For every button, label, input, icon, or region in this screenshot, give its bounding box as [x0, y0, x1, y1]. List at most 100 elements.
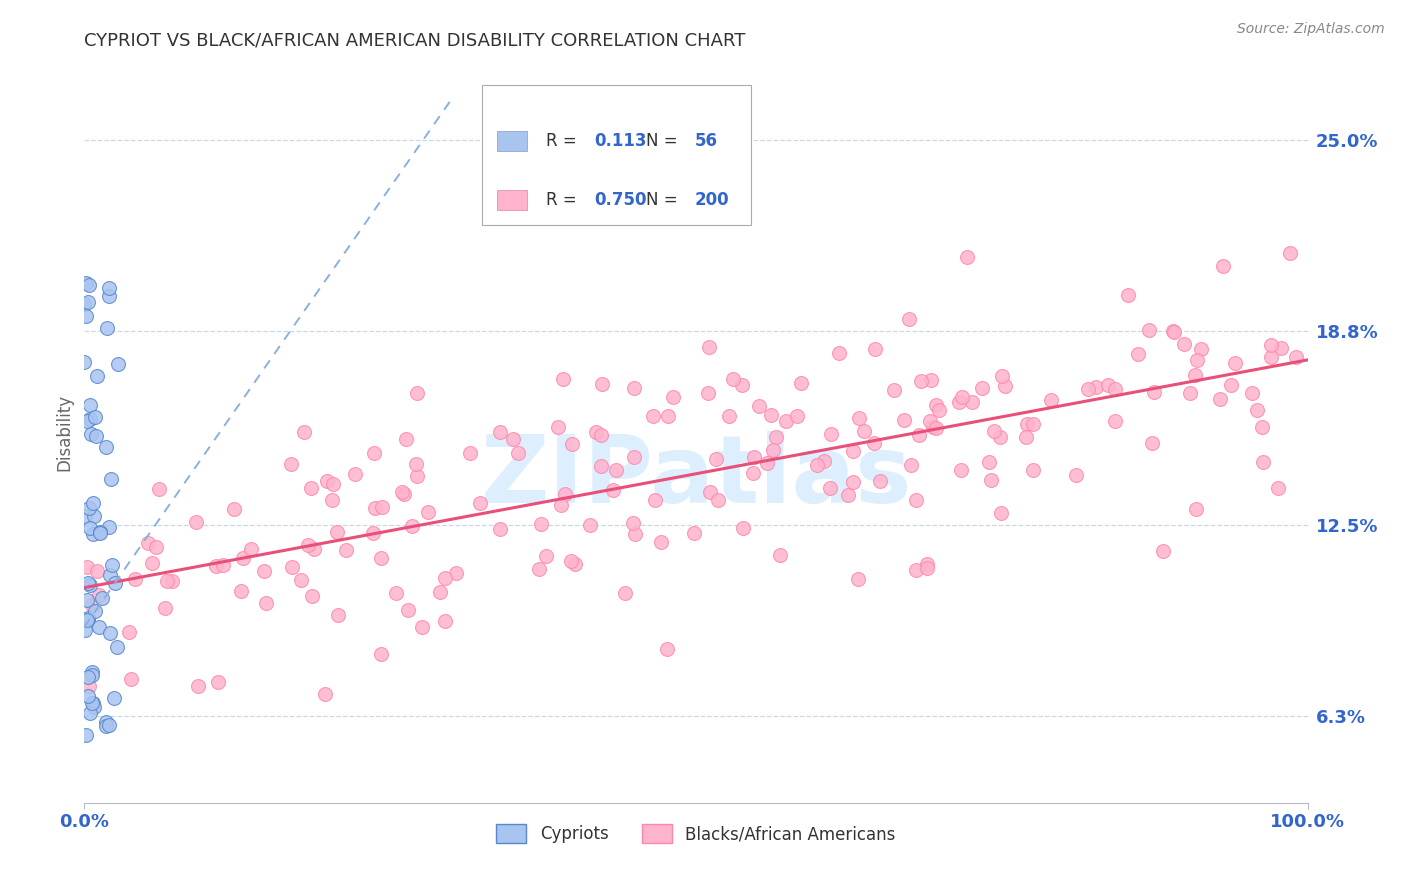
- Point: [820, 427, 842, 442]
- Point: [79, 578, 101, 592]
- Point: [82, 496, 104, 510]
- Point: [769, 549, 792, 563]
- Point: [564, 557, 586, 571]
- Point: [704, 451, 727, 466]
- Point: [84, 429, 107, 443]
- Point: [904, 493, 927, 508]
- Point: [80, 665, 103, 680]
- Point: [841, 475, 863, 489]
- Point: [650, 535, 672, 549]
- Point: [384, 585, 406, 599]
- Point: [915, 558, 938, 572]
- Point: [401, 519, 423, 533]
- Point: [1104, 383, 1126, 397]
- Point: [364, 501, 387, 516]
- Point: [624, 527, 647, 541]
- Point: [623, 450, 645, 464]
- Point: [105, 640, 128, 655]
- Point: [96, 320, 118, 334]
- Point: [790, 376, 813, 390]
- Point: [948, 395, 970, 409]
- Point: [124, 573, 146, 587]
- Point: [762, 442, 785, 457]
- Point: [806, 458, 828, 472]
- Point: [391, 484, 413, 499]
- Point: [1251, 420, 1274, 434]
- Point: [910, 374, 932, 388]
- Point: [1251, 455, 1274, 469]
- Point: [991, 368, 1014, 383]
- Point: [956, 250, 979, 264]
- Point: [1152, 543, 1174, 558]
- Point: [89, 588, 111, 602]
- Point: [748, 399, 770, 413]
- Point: [1143, 384, 1166, 399]
- Point: [75, 309, 97, 323]
- Point: [1097, 378, 1119, 392]
- Point: [160, 574, 183, 589]
- Point: [1189, 343, 1212, 357]
- Point: [554, 487, 576, 501]
- Point: [1270, 341, 1292, 355]
- Point: [118, 624, 141, 639]
- Point: [1126, 347, 1149, 361]
- Point: [742, 450, 765, 465]
- Point: [344, 467, 367, 481]
- Point: [605, 463, 627, 477]
- Point: [187, 679, 209, 693]
- Point: [86, 369, 108, 384]
- Point: [76, 670, 98, 684]
- Point: [444, 566, 467, 580]
- Point: [406, 386, 429, 401]
- Point: [84, 604, 107, 618]
- Point: [1220, 378, 1243, 392]
- Point: [1212, 259, 1234, 273]
- FancyBboxPatch shape: [482, 85, 751, 226]
- Point: [731, 378, 754, 392]
- Point: [983, 424, 1005, 438]
- Point: [561, 437, 583, 451]
- Point: [76, 560, 98, 574]
- Point: [406, 468, 429, 483]
- Point: [1260, 350, 1282, 364]
- Point: [837, 488, 859, 502]
- Point: [893, 413, 915, 427]
- Point: [869, 475, 891, 489]
- Point: [371, 500, 394, 515]
- Point: [79, 398, 101, 412]
- Point: [77, 611, 100, 625]
- Point: [82, 527, 104, 541]
- Point: [551, 372, 574, 386]
- Point: [1077, 382, 1099, 396]
- Point: [489, 522, 512, 536]
- Point: [897, 312, 920, 326]
- FancyBboxPatch shape: [496, 130, 527, 152]
- Point: [429, 585, 451, 599]
- Point: [949, 462, 972, 476]
- Point: [326, 524, 349, 539]
- Point: [883, 383, 905, 397]
- Point: [396, 602, 419, 616]
- Point: [80, 598, 103, 612]
- Point: [76, 613, 98, 627]
- Point: [589, 459, 612, 474]
- Text: 56: 56: [695, 132, 717, 150]
- Point: [1015, 417, 1038, 431]
- Point: [1279, 245, 1302, 260]
- Point: [1285, 351, 1308, 365]
- Point: [411, 620, 433, 634]
- Point: [77, 500, 100, 515]
- Point: [1260, 337, 1282, 351]
- Point: [363, 445, 385, 459]
- Point: [1161, 325, 1184, 339]
- Point: [980, 473, 1002, 487]
- Point: [98, 288, 121, 302]
- Point: [89, 525, 111, 540]
- Point: [370, 647, 392, 661]
- Text: 0.113: 0.113: [595, 132, 647, 150]
- Point: [416, 505, 439, 519]
- Text: ZIPatlas: ZIPatlas: [481, 431, 911, 523]
- Point: [765, 430, 787, 444]
- Point: [94, 440, 117, 454]
- Text: N =: N =: [645, 191, 683, 209]
